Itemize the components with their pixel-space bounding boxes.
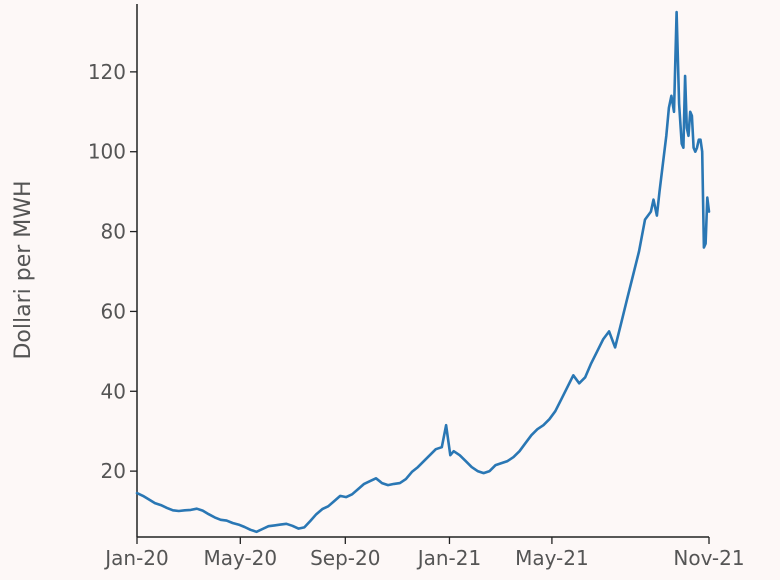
axes [136, 4, 709, 538]
y-tick-label: 60 [101, 299, 126, 323]
x-tick-label: Jan-21 [416, 546, 482, 570]
x-tick-label: Jan-20 [103, 546, 169, 570]
x-axis-ticks: Jan-20 May-20 Sep-20 Jan-21 May-21 Nov-21 [103, 537, 745, 570]
x-tick-label: May-21 [515, 546, 589, 570]
series-layer [135, 10, 711, 534]
x-tick-label: Nov-21 [673, 546, 744, 570]
series-line [135, 10, 711, 534]
x-tick-label: May-20 [203, 546, 277, 570]
x-tick-label: Sep-20 [310, 546, 380, 570]
y-axis-ticks: 20 40 60 80 100 120 [88, 60, 137, 483]
y-tick-label: 120 [88, 60, 126, 84]
y-tick-label: 100 [88, 140, 126, 164]
y-axis-title: Dollari per MWH [11, 180, 36, 359]
y-tick-label: 20 [101, 459, 126, 483]
y-tick-label: 80 [101, 220, 126, 244]
y-tick-label: 40 [101, 379, 126, 403]
